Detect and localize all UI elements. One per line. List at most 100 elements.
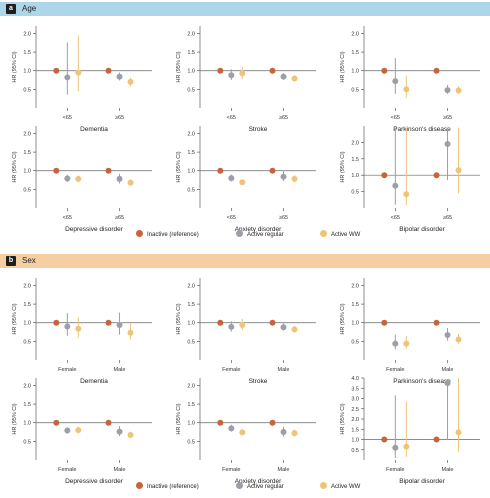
data-point xyxy=(53,319,60,326)
data-point xyxy=(64,427,71,434)
data-point xyxy=(228,323,235,330)
section-header-b: b Sex xyxy=(0,254,490,268)
y-tick-label: 1.0 xyxy=(23,421,31,427)
data-point xyxy=(239,179,246,186)
forest-plot-b-0: 0.5 1.0 1.5 2.0 HR (95% CI) Female Male Dementi… xyxy=(12,278,152,385)
data-point xyxy=(105,67,112,74)
forest-plot-b-2: 0.5 1.0 1.5 2.0 HR (95% CI) Female Male Parkins… xyxy=(340,278,480,385)
legend-item-inactive: Inactive (reference) xyxy=(136,481,199,493)
data-point xyxy=(228,425,235,432)
data-point xyxy=(75,325,82,332)
y-tick-label: 2.0 xyxy=(351,140,359,146)
y-tick-label: 2.0 xyxy=(187,131,195,137)
legend-a: Inactive (reference) Active regular Acti… xyxy=(0,229,490,241)
y-tick-label: 1.0 xyxy=(187,169,195,175)
y-tick-label: 1.5 xyxy=(23,402,31,408)
y-tick-label: 1.5 xyxy=(351,302,359,308)
data-point xyxy=(392,182,399,189)
data-point xyxy=(217,167,224,174)
section-title-a: Age xyxy=(22,4,37,13)
y-tick-label: 1.0 xyxy=(187,421,195,427)
data-point xyxy=(269,319,276,326)
y-axis-label: HR (95% CI) xyxy=(340,303,346,334)
forest-plot-b-5: 0.5 1.0 1.5 2.0 2.5 3.0 3.5 4.0 HR (95% CI) Femal… xyxy=(340,376,480,485)
data-point xyxy=(75,175,82,182)
data-point xyxy=(392,340,399,347)
legend-item-active-ww: Active WW xyxy=(320,229,360,241)
data-point xyxy=(403,443,410,450)
data-point xyxy=(75,427,82,434)
chart-title: Stroke xyxy=(249,126,268,133)
data-point xyxy=(217,419,224,426)
x-tick-label: <65 xyxy=(63,215,72,221)
x-tick-label: <65 xyxy=(227,215,236,221)
data-point xyxy=(444,380,451,387)
data-point xyxy=(105,167,112,174)
y-tick-label: 0.5 xyxy=(187,439,195,445)
y-tick-label: 2.0 xyxy=(23,283,31,289)
y-tick-label: 2.0 xyxy=(351,283,359,289)
y-tick-label: 1.5 xyxy=(187,302,195,308)
chart-title: Bipolar disorder xyxy=(399,478,445,485)
y-tick-label: 1.0 xyxy=(351,69,359,75)
y-tick-label: 1.0 xyxy=(351,173,359,179)
legend-dot-active-ww xyxy=(320,481,327,489)
forest-plot-a-1: 0.5 1.0 1.5 2.0 HR (95% CI) <65 ≥65 Stroke xyxy=(176,26,316,133)
y-tick-label: 1.5 xyxy=(23,150,31,156)
y-tick-label: 1.0 xyxy=(351,321,359,327)
data-point xyxy=(269,167,276,174)
y-tick-label: 2.0 xyxy=(187,283,195,289)
data-point xyxy=(64,175,71,182)
y-axis-label: HR (95% CI) xyxy=(12,151,18,182)
legend-dot-active-regular xyxy=(236,481,243,489)
data-point xyxy=(433,319,440,326)
y-axis-label: HR (95% CI) xyxy=(176,151,182,182)
data-point xyxy=(280,73,287,80)
y-axis-label: HR (95% CI) xyxy=(176,403,182,434)
x-tick-label: ≥65 xyxy=(279,115,288,121)
data-point xyxy=(392,444,399,451)
x-tick-label: Female xyxy=(222,367,240,373)
x-tick-label: Male xyxy=(442,467,454,473)
x-tick-label: Male xyxy=(114,367,126,373)
data-point xyxy=(381,436,388,443)
chart-title: Parkinson's disease xyxy=(393,378,451,385)
y-tick-label: 0.5 xyxy=(23,439,31,445)
data-point xyxy=(127,179,134,186)
legend-label-active-ww: Active WW xyxy=(331,232,361,238)
forest-plot-a-3: 0.5 1.0 1.5 2.0 HR (95% CI) <65 ≥65 Depressive … xyxy=(12,126,152,233)
x-tick-label: <65 xyxy=(227,115,236,121)
data-point xyxy=(455,336,462,343)
y-tick-label: 0.5 xyxy=(23,87,31,93)
legend-item-active-regular: Active regular xyxy=(236,481,284,493)
legend-b: Inactive (reference) Active regular Acti… xyxy=(0,481,490,493)
y-axis-label: HR (95% CI) xyxy=(340,403,346,434)
legend-item-active-ww: Active WW xyxy=(320,481,360,493)
data-point xyxy=(403,191,410,198)
data-point xyxy=(116,73,123,80)
x-tick-label: ≥65 xyxy=(115,215,124,221)
forest-plot-b-3: 0.5 1.0 1.5 2.0 HR (95% CI) Female Male Depress… xyxy=(12,378,152,485)
y-tick-label: 3.0 xyxy=(351,397,359,403)
forest-plot-a-4: 0.5 1.0 1.5 2.0 HR (95% CI) <65 ≥65 Anxiety dis… xyxy=(176,126,316,233)
x-tick-label: <65 xyxy=(391,115,400,121)
x-tick-label: <65 xyxy=(63,115,72,121)
data-point xyxy=(392,78,399,85)
x-tick-label: Female xyxy=(386,467,404,473)
data-point xyxy=(381,319,388,326)
data-point xyxy=(53,419,60,426)
data-point xyxy=(444,332,451,339)
data-point xyxy=(116,321,123,328)
data-point xyxy=(239,321,246,328)
y-tick-label: 1.5 xyxy=(187,150,195,156)
data-point xyxy=(75,69,82,76)
data-point xyxy=(403,340,410,347)
y-tick-label: 0.5 xyxy=(23,187,31,193)
chart-title: Depressive disorder xyxy=(65,226,124,233)
x-tick-label: Male xyxy=(442,367,454,373)
section-title-b: Sex xyxy=(22,256,36,265)
data-point xyxy=(64,74,71,81)
y-axis-label: HR (95% CI) xyxy=(12,403,18,434)
data-point xyxy=(105,419,112,426)
y-tick-label: 0.5 xyxy=(351,448,359,454)
